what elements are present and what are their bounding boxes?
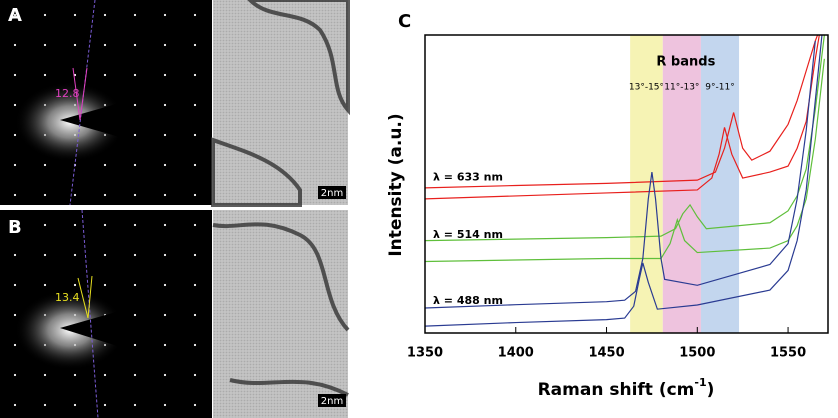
tem-edges [212, 222, 350, 397]
scale-bar-box [318, 186, 346, 199]
angle-line [72, 67, 81, 121]
spectrum [425, 40, 816, 309]
tem-lattice [213, 0, 348, 205]
plot-frame [424, 34, 829, 334]
x-tick-label: 1450 [588, 346, 624, 361]
series-label: λ = 514 nm [433, 228, 503, 241]
scale-bar-box [318, 394, 346, 407]
x-axis-label-end: ) [707, 380, 715, 400]
x-axis-label: Raman shift (cm-1) [538, 376, 715, 400]
x-tick-label: 1550 [770, 346, 806, 361]
x-tick-label: 1350 [407, 346, 443, 361]
angle-label: 12.8 [55, 87, 80, 100]
scale-bar-label: 2nm [321, 188, 343, 199]
series-label: λ = 488 nm [433, 294, 503, 307]
spectrum [425, 35, 825, 242]
tem-edges [211, 0, 350, 207]
plot-area [425, 35, 825, 327]
angle-line [87, 275, 93, 319]
angle-line [77, 277, 89, 319]
panel-label: C [398, 11, 411, 32]
x-axis-label-sup: -1 [694, 376, 706, 389]
r-band [630, 35, 663, 333]
panel-a: 12.8 2nm A [0, 0, 350, 207]
beam-stop [60, 308, 130, 350]
r-band [662, 35, 701, 333]
x-tick-label: 1500 [679, 346, 715, 361]
x-tick-label: 1400 [498, 346, 534, 361]
panel-label: A [8, 5, 22, 26]
y-axis-label: Intensity (a.u.) [386, 113, 406, 256]
series-label: λ = 633 nm [433, 170, 503, 183]
scale-bar-label: 2nm [321, 396, 343, 407]
angle-label: 13.4 [55, 291, 80, 304]
beam-stop [60, 100, 130, 140]
band-title: R bands [656, 55, 715, 70]
r-band [700, 35, 740, 333]
axis-line [69, 0, 96, 206]
x-axis-label-text: Raman shift (cm [538, 380, 695, 400]
angle-line [79, 67, 88, 121]
spectrum [425, 58, 825, 263]
spectrum [425, 35, 823, 327]
band-label: 11°-13° [664, 83, 699, 93]
panel-b: 13.4 2nm B [0, 209, 350, 418]
spectrum [425, 35, 819, 189]
band-label: 13°-15° [629, 83, 664, 93]
spectrum [425, 35, 820, 200]
panel-label: B [8, 217, 22, 238]
band-label: 9°-11° [705, 83, 734, 93]
